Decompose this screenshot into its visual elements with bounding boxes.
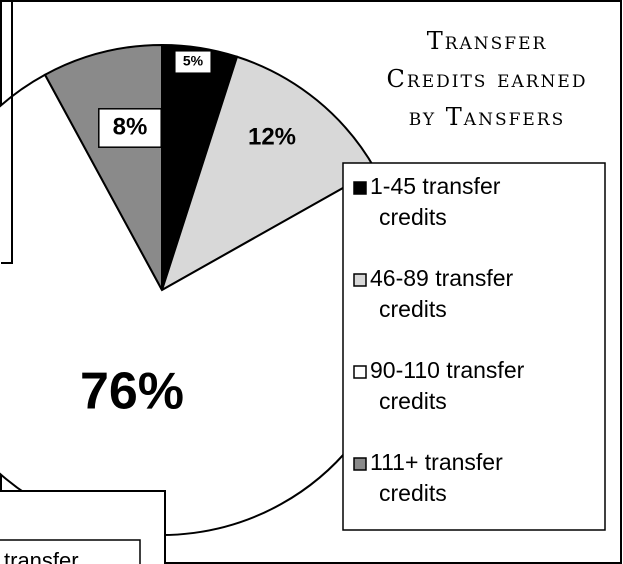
legend-line: credits [379,388,447,414]
legend-line: credits [379,296,447,322]
legend-label: 46-89 transfer credits [370,265,514,322]
legend-line: 90-110 transfer [370,357,525,383]
legend-line: 111+ transfer [370,449,503,475]
legend-label: 111+ transfer credits [370,449,503,506]
data-label: 8% [113,113,148,140]
neighbor-inner [0,539,141,564]
legend-line: credits [379,204,447,230]
legend-label: 90-110 transfer credits [370,357,525,414]
legend-box [342,162,606,531]
data-label: 76% [80,363,184,421]
neighbor-frame [1,1,13,264]
data-label: 12% [248,123,296,150]
legend-line: credits [379,480,447,506]
legend-swatch [353,181,367,195]
label-box [98,108,162,148]
chart-title: Transfer Credits earned by Tansfers [386,27,588,131]
legend-line: 1-45 transfer [370,173,501,199]
pie-slice [43,43,163,291]
pie-slice [160,55,377,293]
label-box [174,50,212,74]
fragment-text: transfer [4,548,79,564]
legend-line: 46-89 transfer [370,265,514,291]
data-label: 5% [183,53,204,69]
legend-swatch [353,457,367,471]
legend-swatch [353,365,367,379]
legend-label: 1-45 transfer credits [370,173,501,230]
legend-swatch [353,273,367,287]
